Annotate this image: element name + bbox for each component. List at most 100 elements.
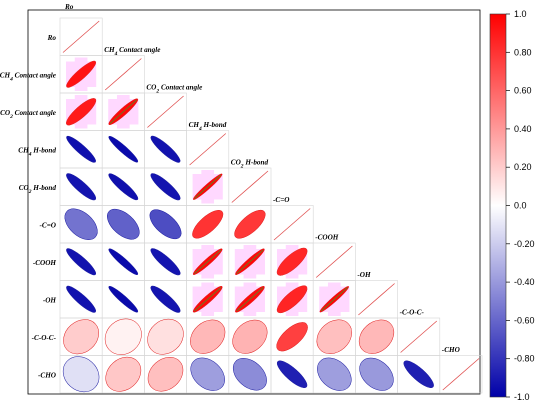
- correlation-ellipse: [190, 319, 226, 354]
- diagonal-line: [62, 20, 100, 53]
- cell-8-2: [144, 317, 187, 356]
- cell-8-8: [397, 317, 441, 356]
- colorbar-tick-label: 0.40: [514, 124, 532, 134]
- diagonal-line: [315, 245, 353, 278]
- cell-7-0: [59, 280, 103, 319]
- correlation-ellipse: [149, 209, 182, 240]
- cell-5-1: [101, 205, 145, 244]
- row-label-3: CH4 H-bond: [18, 146, 56, 157]
- header-label-9: -CHO: [442, 346, 460, 354]
- cell-6-4: [228, 242, 272, 281]
- ellipse-axis: [194, 249, 222, 274]
- correlation-ellipse: [66, 98, 97, 126]
- header-label-6: -COOH: [315, 234, 339, 242]
- colorbar-tick-label: -0.20: [514, 239, 535, 249]
- diagonal-line: [147, 95, 184, 128]
- diagonal-line: [104, 58, 142, 91]
- correlation-ellipse: [276, 360, 308, 389]
- cell-9-1: [101, 355, 145, 394]
- row-label-4: CO2 H-bond: [19, 184, 57, 195]
- ellipse-axis: [109, 99, 137, 124]
- cell-9-2: [144, 355, 187, 394]
- diagonal-line: [273, 208, 311, 241]
- ellipse-axis: [236, 287, 264, 312]
- correlation-ellipse: [108, 285, 139, 313]
- cell-9-7: [355, 355, 398, 394]
- matrix-cells: [59, 17, 483, 394]
- cell-9-8: [397, 355, 441, 394]
- cell-3-1: [101, 130, 145, 169]
- correlation-ellipse: [358, 319, 395, 354]
- correlation-ellipse: [104, 318, 142, 355]
- correlation-ellipse: [317, 357, 352, 391]
- cell-9-0: [59, 355, 103, 394]
- cell-6-1: [101, 242, 145, 281]
- diagonal-line: [400, 320, 438, 353]
- header-label-1: CH4 Contact angle: [104, 46, 161, 57]
- colorbar-tick-label: -0.80: [514, 354, 535, 364]
- row-label-6: -COOH: [33, 259, 57, 267]
- cell-8-1: [101, 317, 145, 356]
- correlation-ellipse: [359, 357, 394, 391]
- colorbar-tick-label: 0.80: [514, 47, 532, 57]
- header-label-3: CH4 H-bond: [189, 121, 227, 132]
- cell-2-2: [144, 92, 187, 131]
- cell-8-7: [355, 317, 398, 356]
- colorbar-gradient: [489, 13, 507, 398]
- correlation-ellipse: [150, 173, 181, 201]
- correlation-ellipse: [147, 357, 184, 392]
- cell-6-6: [312, 242, 356, 281]
- correlation-ellipse: [150, 248, 181, 276]
- colorbar-tick-label: 0.60: [514, 86, 532, 96]
- cell-4-3: [186, 167, 230, 206]
- correlation-ellipse: [64, 208, 98, 240]
- correlation-ellipse: [150, 135, 181, 163]
- cell-4-2: [144, 167, 187, 206]
- cell-2-0: [59, 92, 103, 131]
- correlation-ellipse: [147, 318, 184, 355]
- cell-3-2: [144, 130, 187, 169]
- cell-3-3: [186, 130, 230, 169]
- colorbar: 1.0 0.80 0.60 0.40 0.20 0.0 -0.20 -0.40 -0.60 -0.…: [489, 9, 535, 402]
- cell-5-5: [270, 205, 314, 244]
- variable-labels: Ro CH4 Contact angle CO2 Contact angle CH4 …: [0, 3, 460, 379]
- correlation-ellipse: [108, 248, 139, 276]
- correlation-ellipse: [234, 209, 266, 239]
- diagonal-line: [189, 133, 227, 166]
- correlation-ellipse: [105, 356, 142, 392]
- cell-8-3: [186, 317, 230, 356]
- colorbar-tick-label: -1.0: [514, 392, 530, 402]
- cell-1-1: [101, 55, 145, 94]
- header-label-2: CO2 Contact angle: [146, 84, 203, 95]
- cell-4-4: [228, 167, 272, 206]
- cell-2-1: [101, 92, 145, 131]
- cell-5-4: [228, 205, 272, 244]
- correlation-ellipse: [190, 357, 225, 391]
- header-label-5: -C=O: [273, 196, 289, 204]
- diagonal-line: [231, 170, 269, 203]
- cell-5-0: [59, 205, 103, 244]
- cell-6-5: [270, 242, 314, 281]
- cell-9-6: [312, 355, 356, 394]
- colorbar-tick-label: 0.20: [514, 162, 532, 172]
- cell-7-5: [270, 280, 314, 319]
- cell-7-4: [228, 280, 272, 319]
- cell-4-1: [101, 167, 145, 206]
- correlation-ellipse: [276, 285, 308, 314]
- cell-9-4: [228, 355, 272, 394]
- row-label-7: -OH: [43, 296, 57, 304]
- colorbar-tick-label: 0.0: [514, 201, 527, 211]
- correlation-ellipse: [150, 285, 181, 313]
- cell-8-4: [228, 317, 272, 356]
- cell-5-3: [186, 205, 230, 244]
- cell-9-5: [270, 355, 314, 394]
- row-label-5: -C=O: [40, 221, 56, 229]
- cell-7-3: [186, 280, 230, 319]
- cell-6-0: [59, 242, 103, 281]
- colorbar-tick-label: 1.0: [514, 9, 527, 19]
- cell-1-0: [59, 55, 103, 94]
- correlation-ellipse: [403, 360, 434, 389]
- ellipse-axis: [194, 287, 222, 312]
- cell-7-6: [312, 280, 356, 319]
- cell-8-5: [270, 317, 314, 356]
